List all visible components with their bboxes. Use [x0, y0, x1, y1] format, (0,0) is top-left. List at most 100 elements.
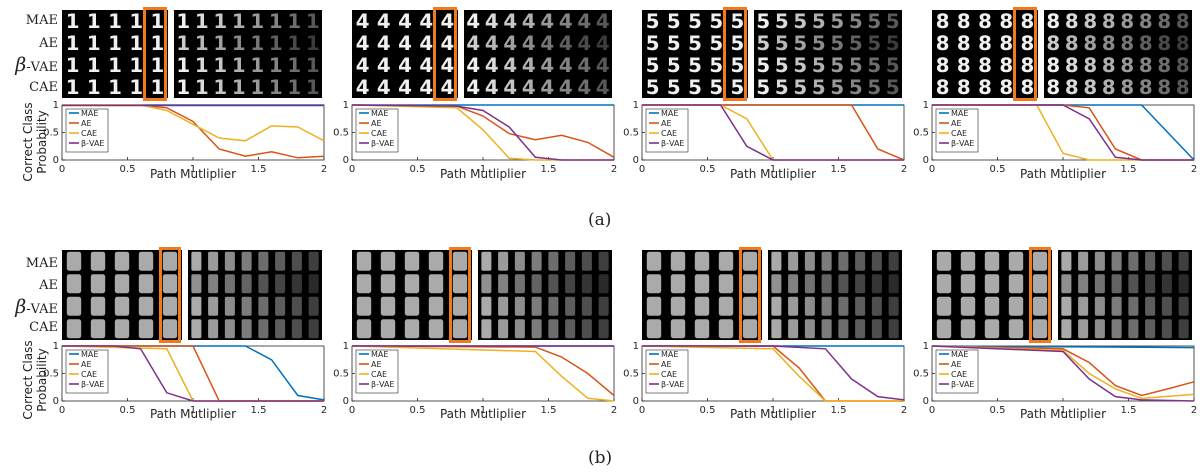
- fashion-glyph: [1032, 251, 1048, 271]
- x-tick-label: 1.5: [1121, 164, 1137, 175]
- row-label-mae: MAE: [25, 256, 58, 271]
- series-line: [642, 345, 905, 401]
- digit-glyph: 5: [756, 76, 770, 98]
- beta-symbol: β: [15, 296, 27, 318]
- digit-glyph: 8: [999, 54, 1013, 77]
- input-strip: [62, 250, 182, 340]
- digit-glyph: 8: [936, 54, 950, 77]
- digit-glyph: 4: [485, 32, 499, 55]
- digit-glyph: 5: [849, 10, 863, 33]
- fashion-glyph: [694, 274, 710, 294]
- fashion-glyph: [308, 319, 319, 339]
- fashion-glyph: [804, 296, 815, 316]
- digit-glyph: 5: [886, 54, 900, 77]
- digit-glyph: 8: [999, 76, 1013, 98]
- digit-glyph: 4: [377, 10, 391, 33]
- digit-glyph: 8: [957, 32, 971, 55]
- fashion-glyph: [380, 274, 396, 294]
- fashion-glyph: [694, 319, 710, 339]
- legend-box: [355, 108, 399, 153]
- x-tick-label: 2: [611, 164, 617, 175]
- legend-label: CAE: [661, 129, 677, 138]
- fashion-glyph: [742, 296, 758, 316]
- beta-suffix: -VAE: [26, 302, 58, 317]
- digit-glyph: 8: [1157, 32, 1171, 55]
- x-tick-label: 0: [349, 405, 355, 416]
- digit-glyph: 8: [957, 76, 971, 98]
- series-line: [641, 345, 904, 402]
- fashion-glyph: [1178, 251, 1189, 271]
- x-tick-label: 1: [1060, 164, 1066, 175]
- fashion-glyph: [1032, 296, 1048, 316]
- x-tick-label: 0: [929, 405, 935, 416]
- fashion-glyph: [1032, 319, 1048, 339]
- legend-label: AE: [951, 360, 962, 369]
- digit-glyph: 4: [577, 54, 591, 77]
- fashion-glyph: [838, 251, 849, 271]
- x-tick-label: 1: [480, 405, 486, 416]
- digit-glyph: 1: [176, 32, 190, 55]
- x-tick-label: 1.5: [831, 405, 847, 416]
- fashion-glyph: [481, 296, 492, 316]
- legend-box: [935, 108, 979, 153]
- fashion-glyph: [871, 274, 882, 294]
- digit-glyph: 4: [596, 54, 610, 77]
- digit-glyph: 8: [1120, 76, 1134, 98]
- fashion-glyph: [1161, 296, 1172, 316]
- digit-glyph: 1: [108, 76, 122, 98]
- digit-glyph: 4: [596, 10, 610, 33]
- legend-label: MAE: [81, 109, 98, 118]
- fashion-glyph: [404, 296, 420, 316]
- fashion-glyph: [888, 251, 899, 271]
- fashion-glyph: [258, 319, 269, 339]
- fashion-glyph: [871, 319, 882, 339]
- digit-glyph: 4: [377, 54, 391, 77]
- x-tick-label: 0: [929, 164, 935, 175]
- digit-glyph: 8: [1157, 54, 1171, 77]
- digit-glyph: 5: [849, 54, 863, 77]
- digit-glyph: 1: [195, 76, 209, 98]
- y-tick-label: 0: [53, 396, 59, 407]
- digit-glyph: 4: [441, 54, 455, 77]
- fashion-glyph: [514, 274, 525, 294]
- digit-glyph: 1: [287, 32, 301, 55]
- x-tick-label: 1: [1060, 405, 1066, 416]
- fashion-glyph: [1094, 296, 1105, 316]
- highlight-box: [433, 7, 457, 101]
- digit-glyph: 4: [503, 10, 517, 33]
- digit-glyph: 5: [775, 32, 789, 55]
- digit-glyph: 4: [577, 10, 591, 33]
- x-axis-label: Path Mutliplier: [730, 167, 816, 181]
- digit-glyph: 5: [709, 54, 723, 77]
- fashion-glyph: [598, 296, 609, 316]
- x-axis-label: Path Mutliplier: [150, 167, 236, 181]
- digit-glyph: 5: [731, 76, 745, 98]
- fashion-glyph: [114, 319, 130, 339]
- digit-glyph: 8: [1083, 54, 1097, 77]
- fashion-glyph: [428, 274, 444, 294]
- fashion-glyph: [66, 319, 82, 339]
- fashion-glyph: [1094, 319, 1105, 339]
- fashion-glyph: [984, 296, 1000, 316]
- fashion-glyph: [1061, 274, 1072, 294]
- x-tick-label: 1.5: [541, 405, 557, 416]
- series-line: [351, 104, 615, 158]
- fashion-glyph: [356, 296, 372, 316]
- fashion-glyph: [936, 251, 952, 271]
- digit-glyph: 4: [398, 76, 412, 98]
- digit-glyph: 1: [87, 32, 101, 55]
- digit-glyph: 8: [1083, 10, 1097, 33]
- fashion-glyph: [498, 274, 509, 294]
- fashion-glyph: [452, 319, 468, 339]
- digit-glyph: 1: [66, 76, 80, 98]
- series-line: [931, 345, 1195, 400]
- legend-label: β-VAE: [661, 139, 684, 148]
- x-tick-label: 2: [611, 405, 617, 416]
- digit-glyph: 4: [466, 54, 480, 77]
- digit-glyph: 8: [1176, 76, 1190, 98]
- fashion-glyph: [380, 319, 396, 339]
- x-tick-label: 2: [321, 405, 327, 416]
